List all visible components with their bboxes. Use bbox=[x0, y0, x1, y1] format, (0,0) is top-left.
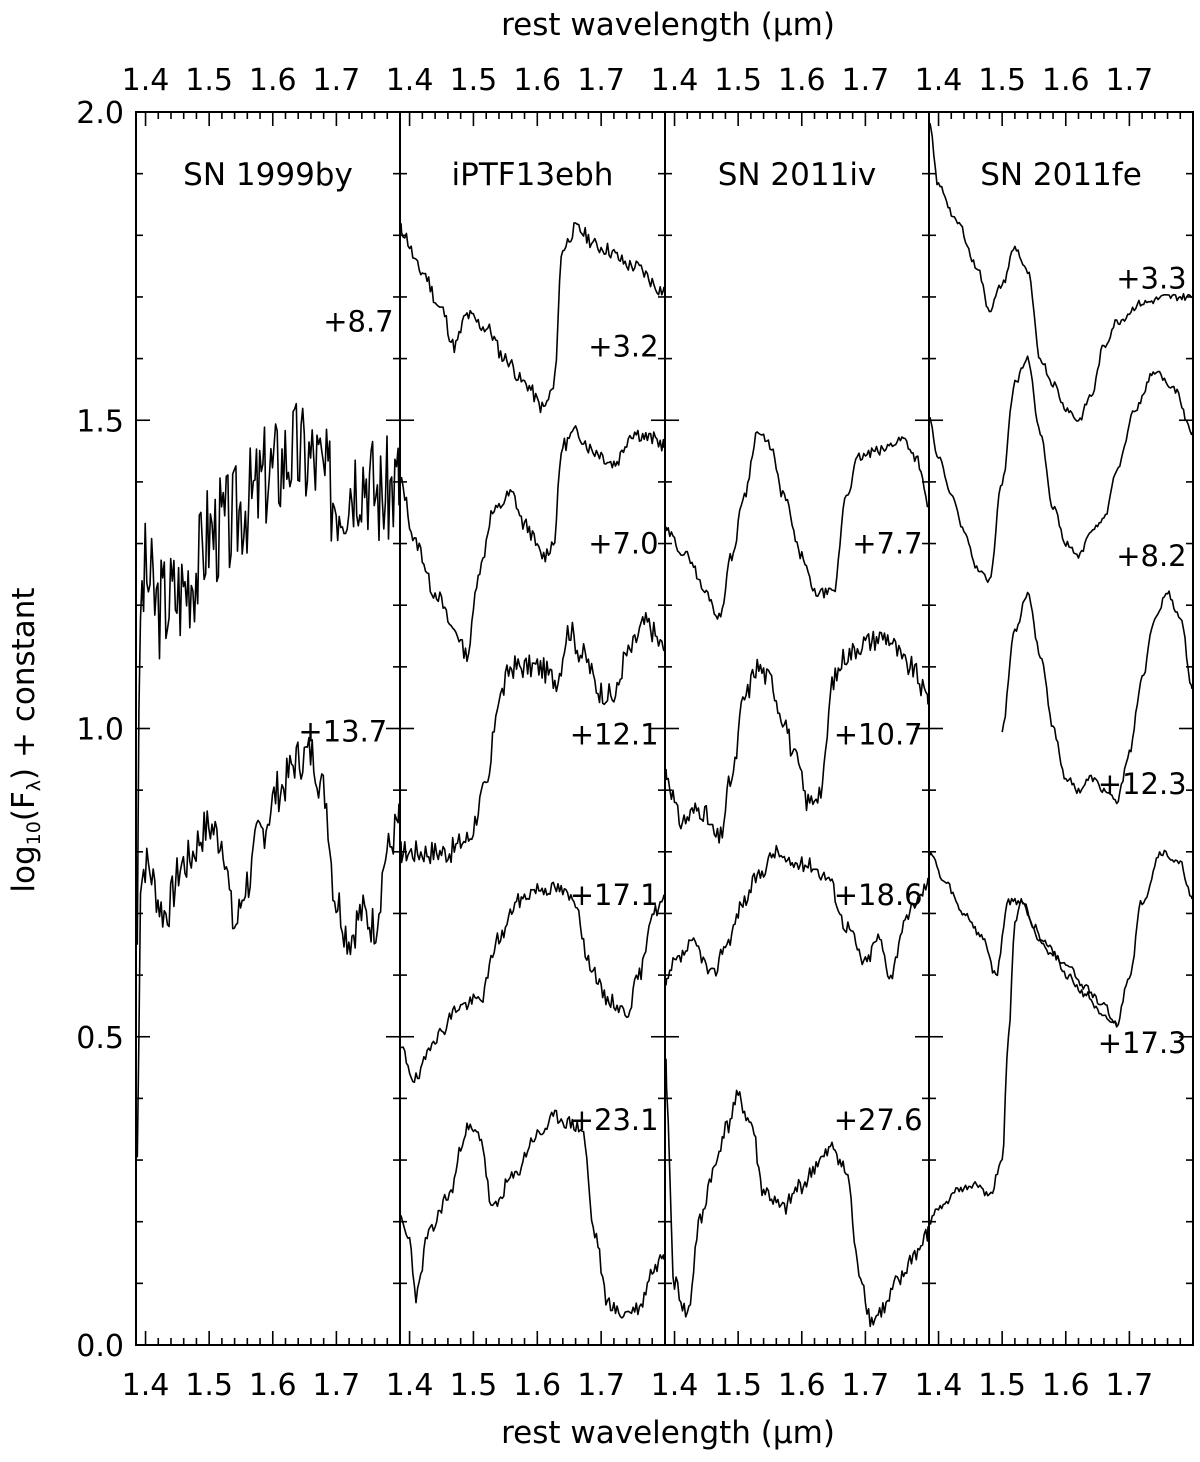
x-tick-label-top: 1.7 bbox=[842, 63, 890, 98]
x-tick-label-bottom: 1.4 bbox=[651, 1368, 699, 1403]
y-tick-label: 1.5 bbox=[76, 404, 124, 439]
x-tick-label-bottom: 1.5 bbox=[714, 1368, 762, 1403]
x-tick-label-top: 1.5 bbox=[185, 63, 233, 98]
panel-title: SN 2011fe bbox=[980, 157, 1142, 193]
x-tick-label-bottom: 1.5 bbox=[185, 1368, 233, 1403]
epoch-label: +3.3 bbox=[1116, 261, 1186, 295]
spectrum-line bbox=[929, 898, 1118, 1225]
x-tick-label-top: 1.4 bbox=[651, 63, 699, 98]
spectrum-line bbox=[400, 612, 665, 865]
x-tick-label-bottom: 1.6 bbox=[1042, 1368, 1090, 1403]
axis-ticks bbox=[136, 111, 1194, 1346]
y-tick-label: 1.0 bbox=[76, 713, 124, 748]
x-tick-label-bottom: 1.7 bbox=[1106, 1368, 1154, 1403]
x-tick-label-top: 1.7 bbox=[313, 63, 361, 98]
epoch-label: +17.1 bbox=[570, 878, 659, 912]
y-axis-title-f: (F bbox=[6, 791, 42, 821]
epoch-label: +23.1 bbox=[570, 1103, 659, 1137]
epoch-label: +12.3 bbox=[1098, 767, 1187, 801]
chart-labels: 1.4 1.4 1.5 1.5 1.6 1.6 1.7 1.7 SN 1999by +8.7 +13… bbox=[76, 63, 1186, 1403]
x-tick-label-top: 1.4 bbox=[915, 63, 963, 98]
epoch-label: +13.7 bbox=[298, 715, 387, 749]
y-axis-title-log: log bbox=[6, 845, 42, 892]
x-tick-label-top: 1.4 bbox=[386, 63, 434, 98]
panel-frame bbox=[928, 111, 1194, 1346]
spectrum-line bbox=[665, 844, 929, 986]
x-tick-label-bottom: 1.4 bbox=[386, 1368, 434, 1403]
epoch-label: +27.6 bbox=[834, 1103, 923, 1137]
x-tick-label-top: 1.6 bbox=[778, 63, 826, 98]
epoch-label: +7.7 bbox=[852, 527, 922, 561]
y-axis-title: log10(Fλ) + constant bbox=[6, 587, 45, 892]
epoch-label: +7.0 bbox=[588, 527, 658, 561]
y-tick-label: 0.5 bbox=[76, 1021, 124, 1056]
x-tick-label-bottom: 1.6 bbox=[513, 1368, 561, 1403]
spectrum-line bbox=[136, 736, 400, 1158]
x-tick-label-bottom: 1.5 bbox=[978, 1368, 1026, 1403]
spectrum-line bbox=[136, 402, 400, 945]
x-tick-label-bottom: 1.7 bbox=[313, 1368, 361, 1403]
panel-title: iPTF13ebh bbox=[452, 157, 614, 193]
x-tick-label-top: 1.6 bbox=[249, 63, 297, 98]
x-tick-label-bottom: 1.6 bbox=[778, 1368, 826, 1403]
spectrum-line bbox=[400, 425, 665, 663]
epoch-label: +8.7 bbox=[323, 305, 393, 339]
spectrum-line bbox=[400, 1109, 665, 1319]
spectrum-line bbox=[1001, 590, 1193, 805]
epoch-label: +8.2 bbox=[1116, 539, 1186, 573]
spectrum-line bbox=[400, 222, 665, 414]
y-axis-title-end: ) + constant bbox=[6, 587, 42, 780]
spectrum-line bbox=[665, 630, 929, 844]
x-tick-label-bottom: 1.6 bbox=[249, 1368, 297, 1403]
spectrum-line bbox=[665, 431, 929, 620]
x-tick-label-top: 1.7 bbox=[577, 63, 625, 98]
x-tick-label-bottom: 1.4 bbox=[122, 1368, 170, 1403]
x-tick-label-top: 1.6 bbox=[1042, 63, 1090, 98]
x-tick-label-top: 1.7 bbox=[1106, 63, 1154, 98]
x-tick-label-bottom: 1.7 bbox=[577, 1368, 625, 1403]
epoch-label: +10.7 bbox=[834, 718, 923, 752]
x-tick-label-top: 1.4 bbox=[122, 63, 170, 98]
x-tick-label-top: 1.5 bbox=[714, 63, 762, 98]
x-tick-label-top: 1.5 bbox=[450, 63, 498, 98]
y-axis-title-lambda: λ bbox=[23, 780, 45, 791]
x-axis-title-top: rest wavelength (μm) bbox=[501, 7, 835, 43]
x-tick-label-top: 1.5 bbox=[978, 63, 1026, 98]
x-tick-label-top: 1.6 bbox=[513, 63, 561, 98]
spectrum-line bbox=[665, 1058, 929, 1328]
y-tick-label: 2.0 bbox=[76, 96, 124, 131]
spectra-lines bbox=[136, 123, 1193, 1328]
x-tick-label-bottom: 1.5 bbox=[450, 1368, 498, 1403]
x-tick-label-bottom: 1.4 bbox=[915, 1368, 963, 1403]
epoch-label: +3.2 bbox=[588, 329, 658, 363]
svg-text:log10(Fλ) + constant: log10(Fλ) + constant bbox=[6, 587, 45, 892]
x-axis-title-bottom: rest wavelength (μm) bbox=[501, 1415, 835, 1451]
spectrum-line bbox=[929, 849, 1193, 1028]
spectrum-line bbox=[929, 123, 1193, 422]
epoch-label: +17.3 bbox=[1098, 1026, 1187, 1060]
epoch-label: +18.6 bbox=[834, 878, 923, 912]
epoch-label: +12.1 bbox=[570, 718, 659, 752]
spectrum-line bbox=[400, 881, 665, 1084]
x-tick-label-bottom: 1.7 bbox=[842, 1368, 890, 1403]
y-axis-title-sub: 10 bbox=[23, 821, 45, 845]
panel-title: SN 2011iv bbox=[718, 157, 877, 193]
panel-title: SN 1999by bbox=[183, 157, 353, 193]
y-tick-label: 0.0 bbox=[76, 1329, 124, 1364]
spectrum-line bbox=[929, 355, 1193, 583]
